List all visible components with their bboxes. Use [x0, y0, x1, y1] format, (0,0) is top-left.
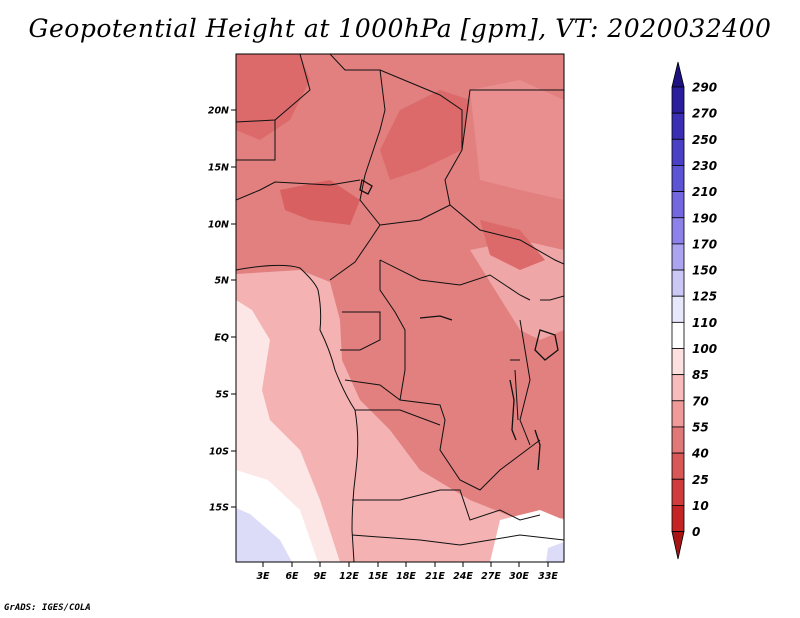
- lat-tick-5S: 5S: [216, 390, 236, 401]
- svg-text:10S: 10S: [209, 447, 229, 458]
- band-70-85: [470, 240, 564, 340]
- svg-text:5N: 5N: [214, 276, 229, 287]
- longitude-axis: 3E 6E 9E 12E 15E 18E 21E 24E 27E 30E 33E: [256, 562, 558, 582]
- colorbar-swatch: [671, 243, 685, 271]
- svg-text:20N: 20N: [208, 106, 229, 117]
- lon-tick-3E: 3E: [256, 562, 270, 582]
- colorbar-swatch: [671, 504, 685, 532]
- colorbar-label: 55: [692, 420, 709, 434]
- colorbar-swatch: [671, 165, 685, 192]
- lon-tick-33E: 33E: [538, 562, 558, 582]
- svg-text:24E: 24E: [453, 571, 473, 582]
- lat-tick-15S: 15S: [209, 503, 236, 514]
- svg-text:5S: 5S: [216, 390, 230, 401]
- lakes: [359, 178, 559, 471]
- colorbar-swatch: [671, 86, 685, 114]
- lat-tick-20N: 20N: [208, 106, 236, 117]
- band-125-150-se: [546, 542, 564, 562]
- colorbar-label: 230: [692, 159, 717, 173]
- lake-malawi: [534, 429, 541, 471]
- colorbar-swatch: [671, 478, 685, 506]
- band-55-70-east: [470, 80, 564, 200]
- colorbar-label: 290: [692, 81, 717, 95]
- colorbar-label: 25: [692, 473, 709, 487]
- band-40-55-chad: [380, 90, 470, 180]
- colorbar-swatch: [671, 191, 685, 219]
- colorbar-swatch: [671, 295, 685, 323]
- colorbar-swatch: [671, 531, 685, 560]
- svg-text:12E: 12E: [339, 571, 359, 582]
- lon-tick-9E: 9E: [313, 562, 327, 582]
- band-85-100: [236, 270, 564, 562]
- colorbar-swatch: [671, 217, 685, 245]
- lon-tick-30E: 30E: [509, 562, 529, 582]
- colorbar-label: 190: [692, 211, 717, 225]
- colorbar-swatch: [671, 400, 685, 428]
- colorbar-label: 150: [692, 264, 717, 278]
- colorbar-label: 0: [692, 525, 700, 539]
- grads-credit: GrADS: IGES/COLA: [4, 603, 91, 613]
- colorbar-swatch: [671, 112, 685, 140]
- country-borders: [236, 54, 564, 562]
- svg-text:33E: 33E: [538, 571, 558, 582]
- colorbar-swatch: [671, 321, 685, 349]
- colorbar-swatch: [671, 138, 685, 166]
- colorbar-label: 210: [692, 185, 717, 199]
- lon-tick-18E: 18E: [396, 562, 416, 582]
- colorbar-label: 100: [692, 342, 717, 356]
- colorbar-swatch: [671, 426, 685, 454]
- lat-tick-10S: 10S: [209, 447, 236, 458]
- colorbar-label: 85: [692, 368, 709, 382]
- height-field: [236, 54, 564, 562]
- svg-text:21E: 21E: [425, 571, 445, 582]
- map-frame: [235, 53, 565, 563]
- lat-tick-10N: 10N: [208, 220, 236, 231]
- colorbar-label: 125: [692, 290, 717, 304]
- svg-text:18E: 18E: [396, 571, 416, 582]
- lake-tanganyika: [509, 379, 517, 441]
- colorbar-swatch: [671, 269, 685, 297]
- lat-tick-15N: 15N: [208, 163, 236, 174]
- map-title: Geopotential Height at 1000hPa [gpm], VT…: [28, 14, 772, 43]
- lon-tick-24E: 24E: [453, 562, 473, 582]
- lon-tick-27E: 27E: [481, 562, 501, 582]
- colorbar-swatch: [671, 452, 685, 480]
- svg-text:3E: 3E: [256, 571, 270, 582]
- colorbar-label: 10: [692, 499, 709, 513]
- svg-text:10N: 10N: [208, 220, 229, 231]
- colorbar-label: 70: [692, 394, 709, 408]
- lon-tick-15E: 15E: [368, 562, 388, 582]
- lake-victoria: [534, 329, 559, 361]
- svg-text:6E: 6E: [285, 571, 299, 582]
- band-40-55-nigeria: [280, 180, 360, 225]
- lake-chad: [359, 178, 373, 195]
- colorbar-label: 110: [692, 316, 717, 330]
- lon-tick-21E: 21E: [425, 562, 445, 582]
- colorbar-label: 170: [692, 237, 717, 251]
- svg-text:EQ: EQ: [214, 333, 229, 344]
- lon-tick-6E: 6E: [285, 562, 299, 582]
- colorbar-swatch: [671, 348, 685, 376]
- colorbar-label: 250: [692, 133, 717, 147]
- svg-text:27E: 27E: [481, 571, 501, 582]
- colorbar-swatch: [671, 61, 685, 88]
- band-40-55-sudan: [480, 220, 545, 270]
- latitude-axis: 20N 15N 10N 5N EQ 5S 10S 15S: [208, 106, 236, 514]
- svg-text:15N: 15N: [208, 163, 229, 174]
- lon-tick-12E: 12E: [339, 562, 359, 582]
- river-congo: [419, 315, 453, 321]
- svg-text:15E: 15E: [368, 571, 388, 582]
- band-125-150: [236, 508, 292, 562]
- colorbar-label: 40: [691, 447, 709, 461]
- colorbar: 2902702502302101901701501251101008570554…: [671, 61, 717, 560]
- colorbar-swatch: [671, 374, 685, 402]
- svg-text:30E: 30E: [509, 571, 529, 582]
- lat-tick-EQ: EQ: [214, 333, 236, 344]
- svg-text:15S: 15S: [209, 503, 229, 514]
- svg-text:9E: 9E: [313, 571, 327, 582]
- colorbar-label: 270: [692, 107, 717, 121]
- lat-tick-5N: 5N: [214, 276, 236, 287]
- band-40-55-north: [236, 54, 310, 140]
